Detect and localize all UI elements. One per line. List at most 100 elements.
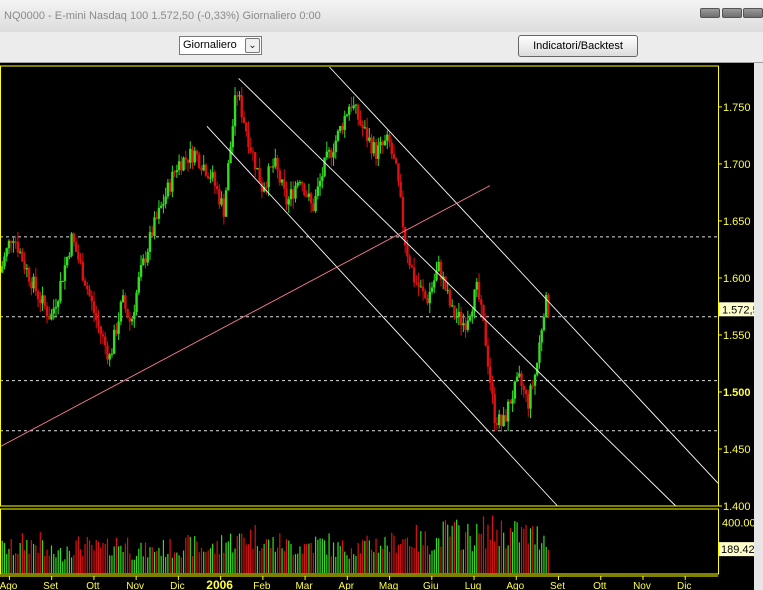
chevron-down-icon[interactable]: ⌄ [245,38,260,53]
candle-body [529,385,532,409]
candle-body [390,142,393,155]
candle-body [524,389,528,395]
candle-body [253,152,257,170]
candle-body [175,170,179,173]
candle-body [139,264,143,277]
candle-body [247,131,250,148]
candle-body [54,306,58,309]
candle-body [9,240,13,243]
candle-body [316,186,320,196]
candle-body [79,259,82,262]
candle-body [489,366,492,384]
period-select[interactable]: Giornaliero ⌄ [179,36,262,55]
candle-body [412,267,416,283]
candle-body [182,157,185,171]
candle-body [126,308,129,318]
candle-body [16,241,20,253]
price-tick-label: 1.400 [723,501,751,513]
candle-body [493,394,496,423]
candle-body [155,217,158,219]
candle-body [471,311,474,317]
candle-body [276,157,279,171]
candle-body [381,141,384,146]
candle-body [110,353,114,355]
candle-body [211,172,214,178]
close-icon[interactable] [743,8,763,18]
candle-body [7,240,11,249]
candle-body [63,265,67,282]
candle-body [202,164,205,171]
candle-body [245,122,248,132]
candle-body [468,316,472,321]
candle-body [195,150,199,155]
candle-body [157,207,161,219]
candle-body [271,166,275,168]
candle-body [457,312,461,317]
candle-body [359,119,362,125]
candle-body [433,280,436,288]
candle-body [61,281,64,283]
candle-body [365,127,369,141]
time-tick-label: Ago [0,581,18,590]
candle-body [544,294,548,317]
candle-body [348,106,351,115]
candle-body [392,154,396,159]
candle-body [45,306,49,317]
candle-body [547,294,550,315]
candle-body [265,187,268,189]
maximize-icon[interactable] [722,8,742,18]
candle-body [146,251,149,263]
candle-body [251,151,255,153]
minimize-icon[interactable] [700,8,720,18]
time-tick-label: 2006 [206,578,233,590]
candle-body [204,164,208,176]
candle-body [538,342,541,363]
candle-body [383,140,387,146]
candle-body [224,190,228,217]
candle-body [459,312,463,326]
candle-body [323,157,326,177]
candle-body [312,203,315,212]
candle-body [12,241,15,243]
time-tick-label: Ott [86,581,100,590]
candle-body [536,362,539,375]
candle-body [104,336,107,346]
candle-body [124,295,127,309]
candle-body [542,316,546,331]
price-chart[interactable]: 1.750 1.700 1.650 1.600 1.550 1.500 1.450 1.400… [0,63,754,590]
candle-body [144,258,147,263]
candle-body [395,158,398,164]
candle-body [153,217,156,236]
candle-body [386,134,389,141]
candle-body [72,233,76,243]
candle-body [119,301,123,322]
window-title: NQ0000 - E-mini Nasdaq 100 1.572,50 (-0,… [4,10,321,22]
price-tick-label: 1.600 [723,273,751,285]
candle-body [426,298,429,304]
candle-body [448,290,452,306]
price-tick-label: 1.750 [723,102,751,114]
candle-body [171,171,174,192]
price-tick-label: 1.450 [723,444,751,456]
candle-body [30,281,33,289]
candle-body [267,166,270,188]
candle-body [330,150,333,158]
candle-body [518,373,521,377]
candle-body [249,147,252,152]
current-volume-label: 189.426 [721,544,754,556]
candle-body [83,280,87,286]
time-tick-label: Apr [339,581,355,590]
candle-body [1,266,4,273]
candle-body [345,114,349,116]
candle-body [292,189,295,199]
candle-body [531,385,534,387]
indicators-backtest-button[interactable]: Indicatori/Backtest [518,35,638,57]
candle-body [332,152,335,158]
candle-body [198,154,201,169]
candle-body [462,323,465,326]
candle-body [148,232,152,252]
price-tick-label: 1.500 [723,387,751,399]
candle-body [314,195,317,212]
candle-body [43,295,46,307]
volume-panel-border [0,508,719,575]
